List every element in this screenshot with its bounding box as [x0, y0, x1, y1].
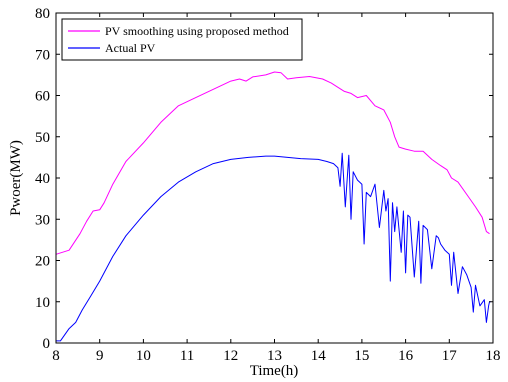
legend-box — [61, 18, 303, 61]
y-tick-label: 10 — [35, 295, 50, 311]
x-tick-label: 15 — [354, 348, 369, 364]
legend-label-actual-pv: Actual PV — [105, 41, 156, 55]
x-tick-label: 16 — [398, 348, 414, 364]
series-line-pv-smoothing — [55, 71, 490, 255]
y-tick-label: 40 — [35, 171, 50, 187]
y-tick-label: 0 — [43, 336, 51, 352]
x-tick-label: 14 — [311, 348, 327, 364]
x-tick-label: 9 — [96, 348, 104, 364]
x-tick-label: 17 — [442, 348, 458, 364]
x-tick-label: 11 — [180, 348, 194, 364]
x-tick-label: 8 — [52, 348, 60, 364]
y-tick-label: 70 — [35, 47, 50, 63]
ticks-layer: 8 9 10 11 12 13 14 15 16 17 18 0 10 20 30 40 50 60 70 80 — [35, 6, 501, 364]
y-tick-label: 30 — [35, 212, 50, 228]
y-axis-label: Pwoer(MW) — [8, 140, 24, 216]
plot-frame — [55, 12, 494, 344]
x-axis-label: Time(h) — [250, 363, 299, 379]
series-line-actual-pv — [56, 152, 491, 342]
x-tick-label: 12 — [223, 348, 238, 364]
y-tick-label: 20 — [35, 254, 50, 270]
x-tick-label: 13 — [267, 348, 282, 364]
y-tick-label: 50 — [35, 130, 50, 146]
legend: PV smoothing using proposed method Actua… — [61, 18, 303, 61]
series-layer — [55, 71, 491, 342]
y-tick-label: 60 — [35, 89, 50, 105]
y-tick-label: 80 — [35, 6, 50, 22]
legend-label-pv-smoothing: PV smoothing using proposed method — [105, 24, 289, 38]
x-tick-label: 18 — [486, 348, 501, 364]
x-tick-label: 10 — [136, 348, 151, 364]
plot-background — [56, 13, 493, 343]
